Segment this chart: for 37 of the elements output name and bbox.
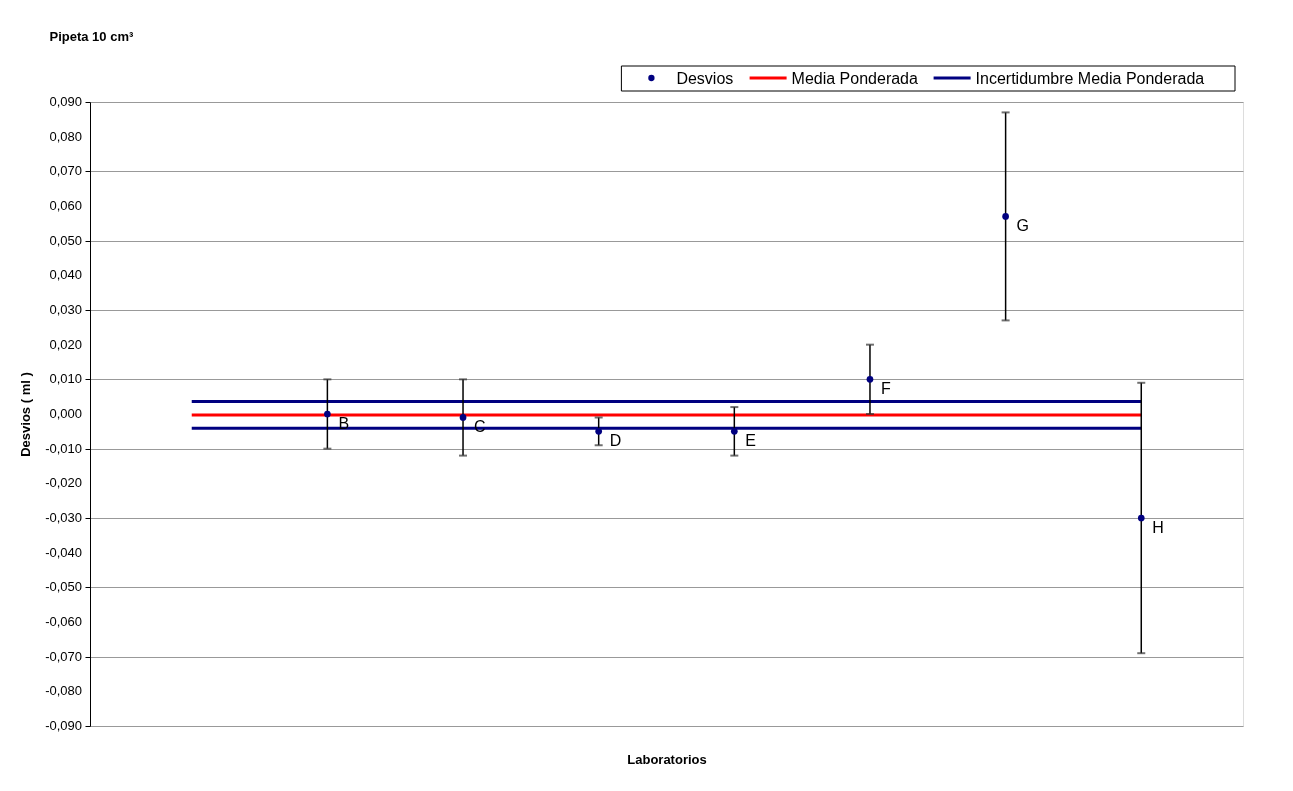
- y-tick-label: 0,060: [49, 198, 82, 213]
- y-tick-label: -0,090: [45, 718, 82, 733]
- y-tick-label: 0,080: [49, 128, 82, 144]
- y-tick-label: 0,020: [49, 336, 82, 352]
- annotation: E: [745, 432, 756, 450]
- y-tick-label: -0,010: [45, 440, 82, 456]
- point: [1002, 213, 1009, 220]
- legend-label: Media Ponderada: [791, 70, 919, 87]
- annotation: F: [880, 380, 891, 398]
- y-tick-label: -0,030: [45, 510, 82, 525]
- y-tick-label: 0,000: [49, 406, 82, 421]
- y-tick-label: -0,070: [45, 648, 82, 664]
- y-tick-label: -0,080: [45, 683, 82, 699]
- point: [1137, 514, 1145, 522]
- y-tick-label: 0,030: [49, 302, 82, 317]
- y-tick-label: 0,010: [49, 371, 82, 387]
- point: [595, 427, 603, 435]
- legend-label: Desvios: [676, 70, 734, 87]
- y-tick-label: 0,070: [49, 163, 82, 179]
- point: [730, 427, 738, 435]
- point: [459, 414, 467, 421]
- annotation: H: [1152, 519, 1164, 536]
- y-tick-label: 0,040: [49, 267, 82, 283]
- point: [866, 375, 874, 383]
- y-tick-label: -0,020: [45, 475, 82, 491]
- x-axis-title: Laboratorios: [627, 751, 707, 767]
- y-tick-label: 0,050: [49, 232, 82, 248]
- y-axis-title: Desvios ( ml ): [18, 372, 33, 457]
- y-tick-label: -0,060: [45, 614, 82, 629]
- annotation: D: [609, 432, 622, 450]
- y-tick-label: -0,040: [45, 544, 82, 560]
- chart-title: Pipeta 10 cm³: [49, 28, 134, 44]
- y-tick-label: -0,050: [45, 579, 82, 595]
- y-tick-label: 0,090: [49, 94, 82, 109]
- legend-label: Incertidumbre Media Ponderada: [975, 70, 1205, 87]
- point: [324, 410, 331, 418]
- annotation: G: [1016, 217, 1030, 235]
